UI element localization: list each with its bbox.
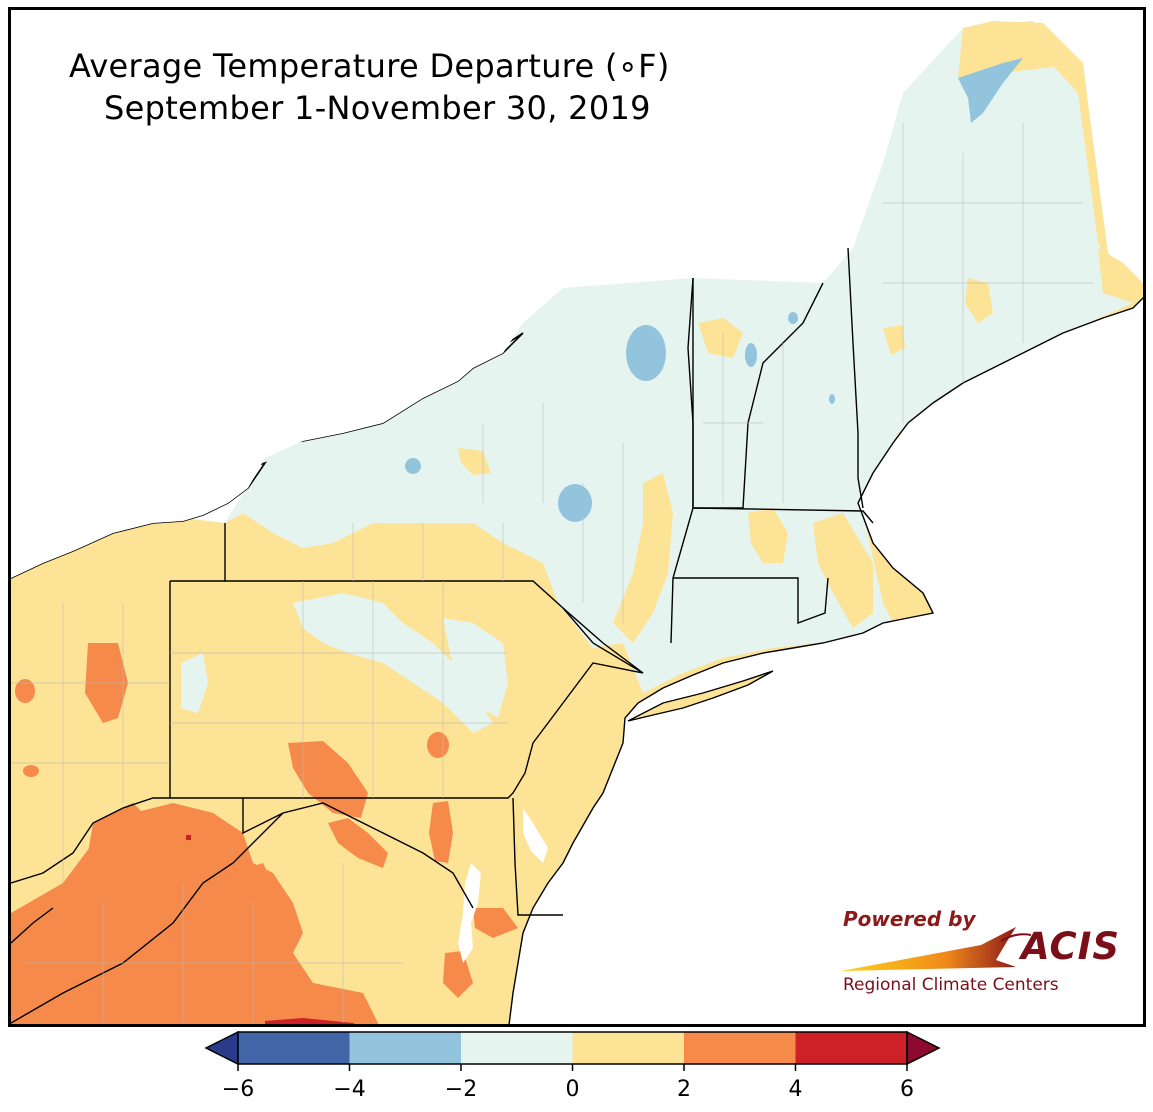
region-cool-pa2: [443, 618, 508, 718]
legend-ticks: −6 −4 −2 0 2 4 6: [222, 1064, 914, 1102]
region-warm-me3: [1098, 248, 1143, 303]
legend-bin: [572, 1032, 684, 1064]
atlantic-ocean: [509, 298, 1143, 1024]
nh-me-border: [847, 247, 864, 509]
region-warm-ne1: [613, 473, 673, 643]
region-warm-me2: [883, 325, 905, 355]
map-frame: Average Temperature Departure (∘F) Septe…: [8, 7, 1146, 1027]
county-lines: [11, 123, 1093, 1023]
acis-logo: Powered by ACIS Regional Climate Centers: [831, 905, 1131, 1005]
legend-tick-label: 0: [566, 1077, 580, 1102]
legend-bins: [204, 1030, 941, 1066]
legend-over-arrow: [906, 1030, 941, 1066]
md-border: [242, 798, 474, 909]
region-hot-de: [473, 908, 518, 938]
region-cold-adk: [626, 325, 666, 381]
county-line: [23, 863, 403, 1023]
water: [11, 10, 1143, 1024]
region-red-wv: [186, 835, 191, 840]
pa-border: [169, 581, 644, 799]
region-cold-nh: [788, 312, 798, 324]
ct-border: [673, 577, 829, 625]
legend-tick-label: −6: [222, 1077, 254, 1102]
region-warm-ne3: [813, 513, 873, 628]
region-cold-vt: [745, 343, 757, 367]
legend-tick-label: 4: [789, 1077, 803, 1102]
borders: [11, 247, 1143, 1024]
logo-powered-by: Powered by: [843, 907, 976, 931]
legend-bin: [795, 1032, 907, 1064]
va-border: [11, 812, 284, 1024]
map-title-line2: September 1-November 30, 2019: [104, 89, 651, 127]
region-hot-ches: [443, 951, 473, 998]
legend-under-arrow: [204, 1030, 239, 1066]
county-line: [703, 333, 784, 503]
legend-tick-label: −2: [445, 1077, 477, 1102]
county-line: [170, 581, 508, 798]
region-warm-me-top: [958, 21, 1083, 78]
temperature-map: [11, 10, 1143, 1024]
region-warm-vt: [698, 318, 743, 358]
region-cold-cny: [558, 484, 592, 522]
region-hot-oh3: [23, 765, 39, 777]
legend-bin: [461, 1032, 573, 1064]
region-warm-ne2: [748, 508, 788, 563]
region-cool-pa3: [181, 653, 208, 713]
region-warm-me1: [965, 278, 993, 323]
delaware-bay: [523, 808, 548, 863]
region-hot-va: [233, 863, 283, 933]
color-legend: −6 −4 −2 0 2 4 6: [204, 1030, 941, 1102]
region-hot-oh2: [15, 679, 35, 703]
ny-vt-border: [670, 277, 694, 644]
legend-bin: [349, 1032, 461, 1064]
region-cool-north: [225, 28, 1133, 693]
map-title-line1: Average Temperature Departure (∘F): [69, 47, 670, 85]
legend-bin: [684, 1032, 796, 1064]
logo-brand: ACIS: [1021, 925, 1121, 968]
ny-pa-border: [224, 523, 644, 674]
legend-tick-label: 6: [900, 1077, 914, 1102]
long-island: [627, 670, 774, 722]
region-hot-pa: [288, 741, 368, 818]
region-hot-md: [429, 801, 453, 863]
legend-tick-label: −4: [333, 1077, 365, 1102]
ma-border: [692, 507, 874, 524]
legend-tick-label: 2: [677, 1077, 691, 1102]
region-hot-wv2: [88, 803, 163, 873]
county-line: [11, 603, 170, 883]
region-hot-pa3: [427, 732, 449, 758]
wv-border: [11, 797, 170, 884]
lake-erie-north: [11, 10, 963, 578]
region-cold-wny: [405, 458, 421, 474]
region-red-va: [265, 1018, 355, 1024]
logo-subtitle: Regional Climate Centers: [843, 975, 1059, 995]
coastline: [508, 297, 1143, 1024]
region-hot-pa2: [328, 818, 388, 868]
acis-swoosh-icon: [841, 927, 1032, 971]
county-line: [883, 123, 1093, 423]
chesapeake-bay: [458, 863, 481, 963]
region-cold-maine: [958, 58, 1023, 123]
nj-border: [562, 607, 644, 674]
de-border: [512, 797, 563, 916]
ky-border: [11, 907, 54, 944]
region-cold-nh2: [829, 394, 835, 404]
legend-bin: [238, 1032, 350, 1064]
county-line: [352, 403, 624, 623]
